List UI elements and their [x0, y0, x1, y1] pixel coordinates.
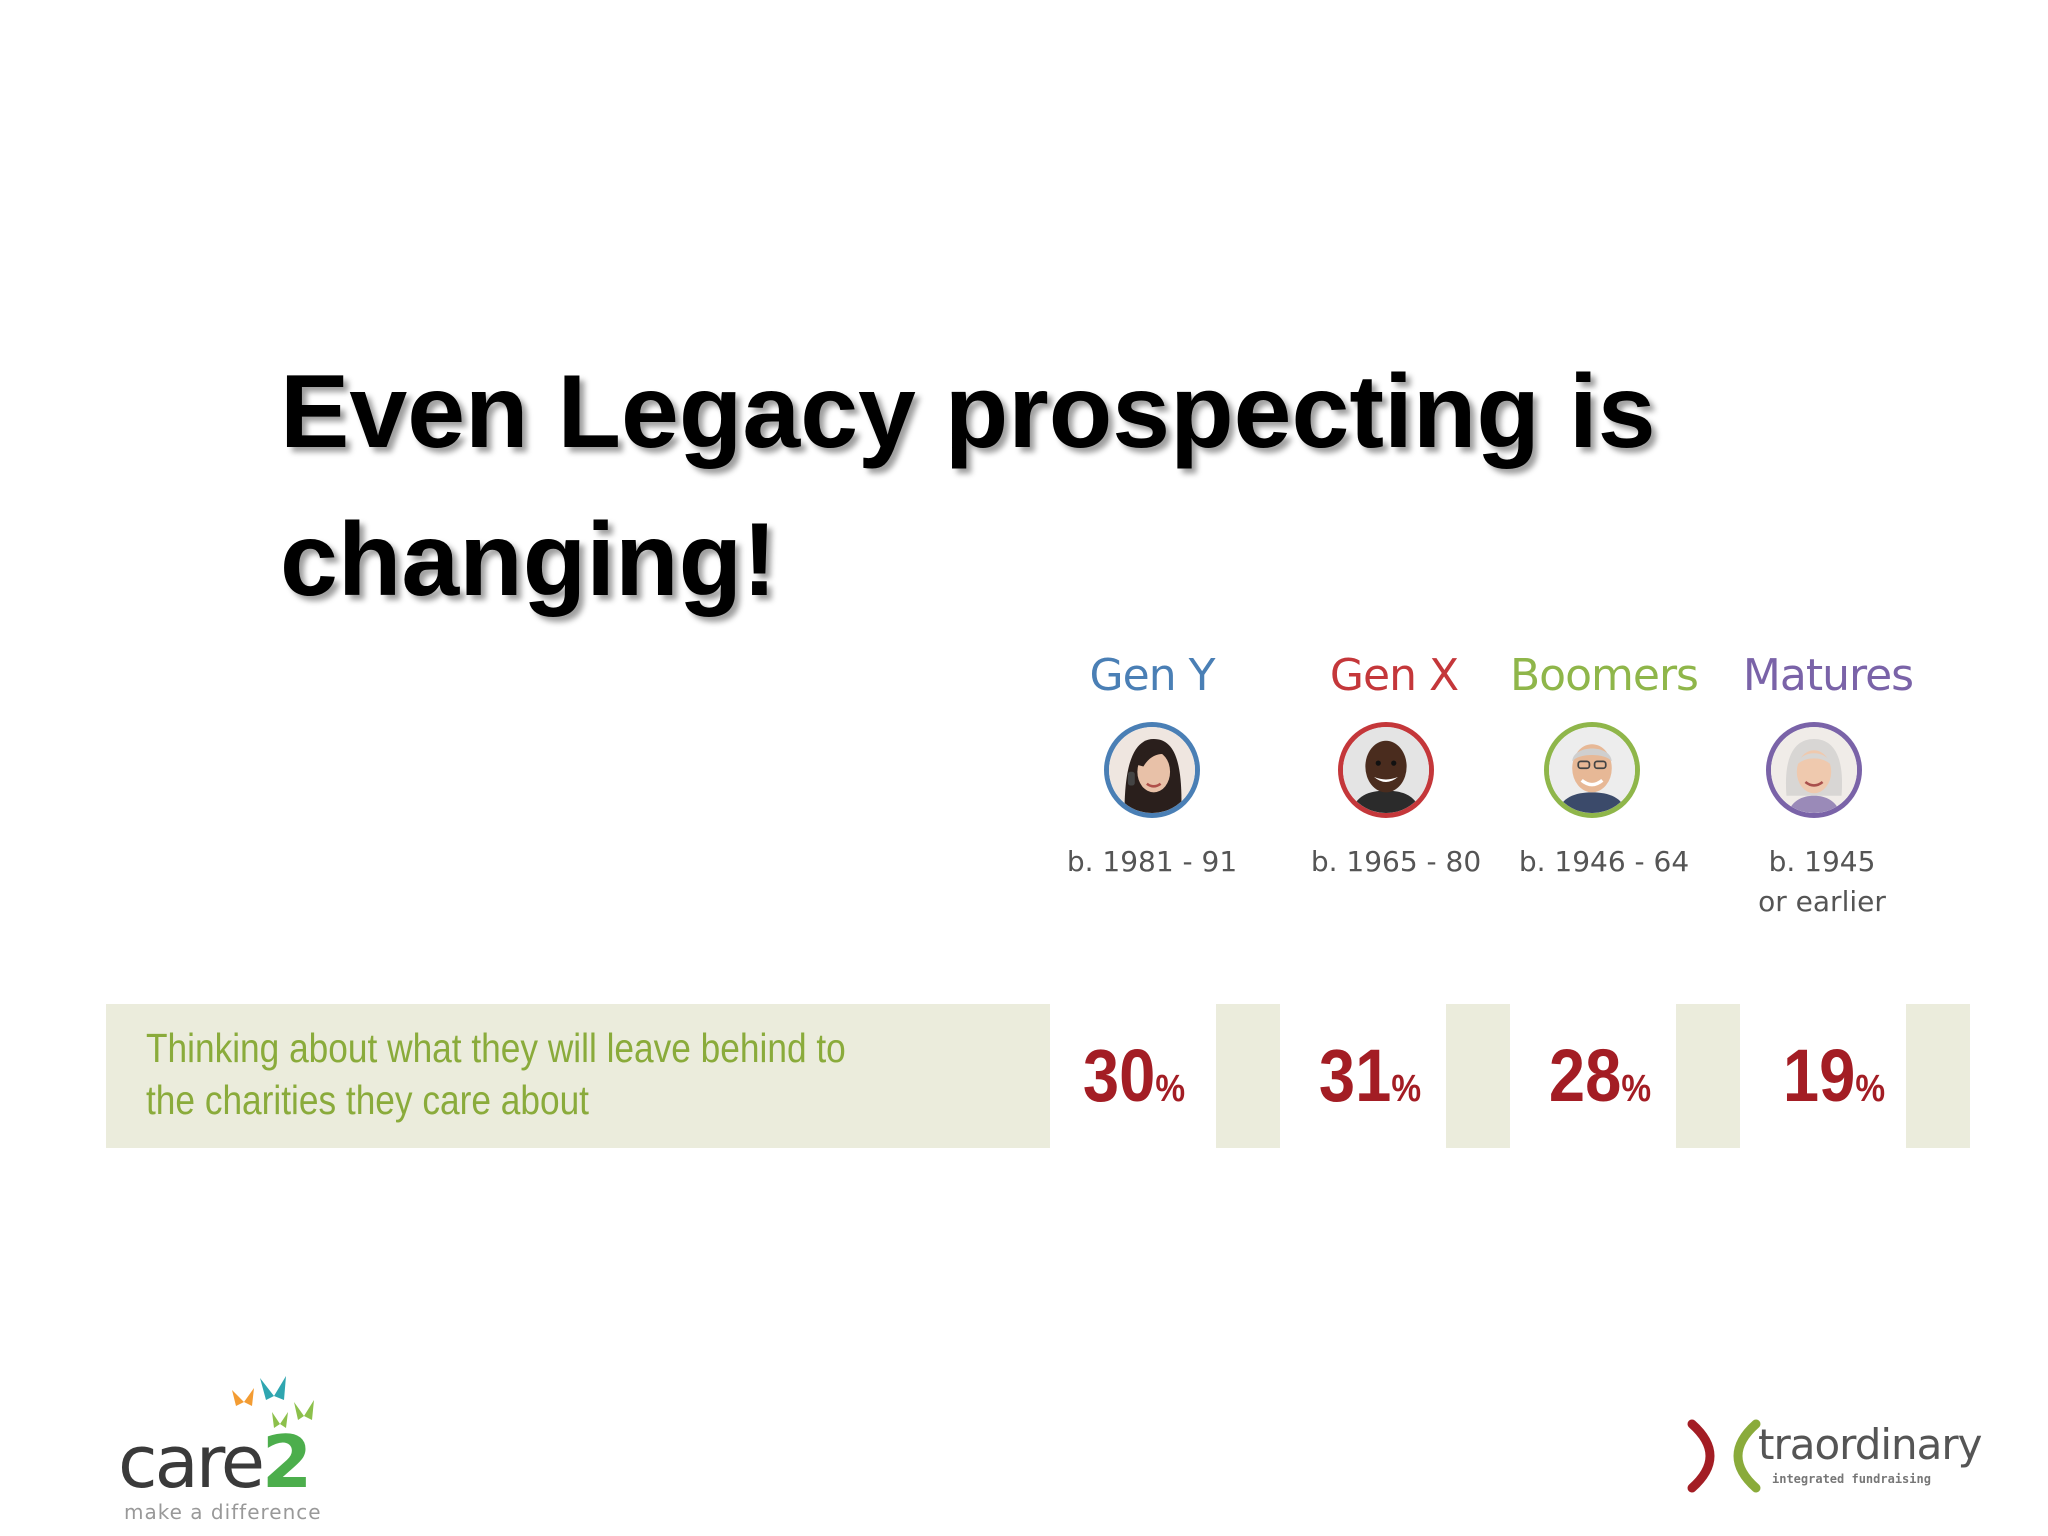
gen-x-percent: 31%	[1282, 1036, 1458, 1129]
stat-label-line-1: Thinking about what they will leave behi…	[146, 1025, 846, 1071]
column-separator	[1216, 1004, 1280, 1148]
boomers-avatar	[1544, 722, 1640, 818]
gen-x-avatar	[1338, 722, 1434, 818]
care2-logo: care2 make a difference	[118, 1372, 348, 1524]
stat-label: Thinking about what they will leave behi…	[146, 1022, 851, 1126]
column-separator	[1446, 1004, 1510, 1148]
birth-line: b. 1945	[1768, 845, 1876, 878]
percent-sign: %	[1621, 1068, 1652, 1110]
older-woman-portrait-icon	[1771, 727, 1857, 813]
percent-value: 31	[1318, 1034, 1392, 1117]
birth-line: b. 1946 - 64	[1518, 845, 1690, 878]
xtraordinary-logo: traordinary integrated fundraising	[1684, 1416, 1984, 1506]
gen-y-percent: 30%	[1046, 1036, 1222, 1129]
care2-number: 2	[262, 1420, 312, 1504]
care2-wordmark: care2	[118, 1420, 312, 1504]
percent-sign: %	[1155, 1068, 1186, 1110]
percent-sign: %	[1391, 1068, 1422, 1110]
percent-value: 19	[1782, 1034, 1856, 1117]
birth-line: b. 1981 - 91	[1066, 845, 1238, 878]
gen-label-boomers: Boomers	[1510, 650, 1699, 701]
slide-title: Even Legacy prospecting is changing!	[280, 354, 1656, 618]
older-man-portrait-icon	[1549, 727, 1635, 813]
gen-label-gen-x: Gen X	[1329, 650, 1459, 701]
matures-percent: 19%	[1746, 1036, 1922, 1129]
boomers-birth-years: b. 1946 - 64	[1494, 842, 1714, 882]
boomers-percent: 28%	[1512, 1036, 1688, 1129]
woman-portrait-icon	[1109, 727, 1195, 813]
stat-label-band	[106, 1004, 1050, 1148]
stat-label-line-2: the charities they care about	[146, 1077, 589, 1123]
xtraordinary-tagline: integrated fundraising	[1772, 1472, 1931, 1486]
matures-birth-years: b. 1945 or earlier	[1712, 842, 1932, 922]
x-mark-icon	[1687, 1419, 1761, 1493]
gen-label-gen-y: Gen Y	[1089, 650, 1216, 701]
matures-avatar	[1766, 722, 1862, 818]
gen-y-avatar	[1104, 722, 1200, 818]
percent-value: 30	[1082, 1034, 1156, 1117]
birth-line-2: or earlier	[1758, 885, 1886, 918]
birth-line: b. 1965 - 80	[1310, 845, 1482, 878]
care2-tagline: make a difference	[124, 1500, 322, 1524]
man-portrait-icon	[1343, 727, 1429, 813]
gen-y-birth-years: b. 1981 - 91	[1042, 842, 1262, 882]
percent-value: 28	[1548, 1034, 1622, 1117]
gen-label-matures: Matures	[1742, 650, 1914, 701]
column-separator	[1676, 1004, 1740, 1148]
percent-sign: %	[1855, 1068, 1886, 1110]
butterflies-icon	[232, 1376, 314, 1428]
gen-x-birth-years: b. 1965 - 80	[1286, 842, 1506, 882]
column-separator	[1906, 1004, 1970, 1148]
xtraordinary-wordmark: traordinary	[1758, 1420, 1983, 1469]
care2-word: care	[118, 1420, 265, 1504]
